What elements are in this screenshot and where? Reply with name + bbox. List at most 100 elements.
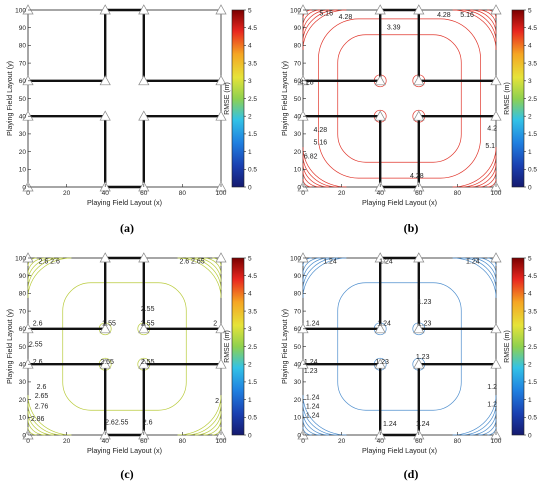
anchor-marker bbox=[22, 75, 34, 86]
contour-lines bbox=[302, 9, 497, 188]
anchor-marker bbox=[22, 323, 34, 334]
contour-arc bbox=[302, 9, 330, 34]
contour-arc bbox=[203, 419, 222, 436]
y-axis-label: Playing Field Layout (y) bbox=[5, 61, 14, 136]
colorbar-tick-label: 2 bbox=[528, 362, 532, 369]
anchor-marker bbox=[215, 110, 227, 121]
y-tick-label: 0 bbox=[22, 432, 26, 439]
y-tick-label: 100 bbox=[15, 7, 26, 14]
contour-label: 2.55 bbox=[102, 320, 116, 327]
x-tick-label: 80 bbox=[179, 438, 187, 445]
y-tick-label: 10 bbox=[294, 415, 302, 422]
contour-arc bbox=[302, 163, 330, 188]
y-tick-label: 80 bbox=[294, 291, 302, 298]
anchor-marker bbox=[297, 323, 309, 334]
y-tick-label: 80 bbox=[294, 43, 302, 50]
colorbar-tick-label: 1.5 bbox=[528, 131, 537, 138]
contour-arc bbox=[302, 419, 321, 436]
contour-label: 5.1 bbox=[485, 143, 495, 150]
contour-arc bbox=[469, 257, 497, 282]
contour-label: 4.28 bbox=[300, 79, 314, 86]
y-tick-label: 10 bbox=[19, 415, 27, 422]
y-tick-label: 0 bbox=[297, 432, 301, 439]
contour-arc bbox=[478, 257, 497, 274]
colorbar-tick-label: 2.5 bbox=[248, 344, 257, 351]
y-tick-label: 60 bbox=[19, 326, 27, 333]
x-tick-label: 40 bbox=[377, 190, 385, 197]
y-tick-label: 0 bbox=[297, 184, 301, 191]
contour-label: 1.23 bbox=[416, 354, 430, 361]
x-tick-label: 0 bbox=[26, 438, 30, 445]
contour-arc bbox=[194, 411, 222, 436]
contour-label: 1.24 bbox=[379, 258, 393, 265]
contour-arc bbox=[452, 257, 497, 298]
contour-arc bbox=[478, 419, 497, 436]
colorbar-tick-label: 3.5 bbox=[248, 60, 257, 67]
colorbar-tick-label: 3 bbox=[528, 326, 532, 333]
colorbar bbox=[231, 9, 245, 188]
colorbar-tick-label: 5 bbox=[248, 7, 252, 14]
contour-arc bbox=[186, 257, 222, 290]
y-tick-label: 70 bbox=[19, 308, 27, 315]
contour-arc bbox=[469, 9, 497, 34]
anchor-marker bbox=[215, 252, 227, 263]
anchor-marker bbox=[490, 252, 502, 263]
contour-arc bbox=[461, 257, 497, 290]
contour-label: 2.6 bbox=[39, 258, 49, 265]
y-tick-label: 70 bbox=[19, 60, 27, 67]
y-tick-label: 40 bbox=[294, 362, 302, 369]
panel-caption: (d) bbox=[404, 467, 419, 481]
colorbar bbox=[511, 9, 525, 188]
contour-arc bbox=[194, 257, 222, 282]
contour-label: 4.28 bbox=[339, 14, 353, 21]
anchor-marker bbox=[297, 252, 309, 263]
contour-label: 5.16 bbox=[460, 12, 474, 19]
panel-a: 0 20 40 60 80 1000102030405060708090100Playin… bbox=[5, 4, 257, 235]
contour-label: 2.62.55 bbox=[105, 419, 128, 426]
anchor-marker bbox=[22, 358, 34, 369]
contour-label: 2.55 bbox=[141, 306, 155, 313]
colorbar-tick-label: 3 bbox=[248, 326, 252, 333]
x-tick-label: 100 bbox=[216, 438, 227, 445]
y-tick-label: 50 bbox=[294, 344, 302, 351]
colorbar-tick-label: 2 bbox=[248, 362, 252, 369]
colorbar-tick-label: 5 bbox=[248, 255, 252, 262]
y-tick-label: 80 bbox=[19, 291, 27, 298]
contour-arc bbox=[203, 257, 222, 274]
colorbar-tick-label: 4.5 bbox=[528, 25, 537, 32]
y-tick-label: 60 bbox=[294, 326, 302, 333]
x-tick-label: 40 bbox=[377, 438, 385, 445]
panel-caption: (a) bbox=[120, 221, 134, 235]
anchor-marker bbox=[490, 75, 502, 86]
contour-ring bbox=[62, 282, 187, 411]
colorbar-tick-label: 4 bbox=[528, 291, 532, 298]
y-tick-label: 40 bbox=[19, 114, 27, 121]
x-tick-label: 100 bbox=[491, 438, 502, 445]
colorbar-tick-label: 0 bbox=[528, 432, 532, 439]
contour-label: 1.23 bbox=[375, 359, 389, 366]
colorbar-tick-label: 1 bbox=[528, 397, 532, 404]
colorbar bbox=[511, 257, 525, 436]
y-tick-label: 30 bbox=[19, 131, 27, 138]
contour-arc bbox=[452, 147, 497, 188]
plot-area bbox=[27, 257, 222, 436]
anchor-marker bbox=[297, 110, 309, 121]
y-tick-label: 90 bbox=[19, 25, 27, 32]
colorbar-tick-label: 2 bbox=[528, 114, 532, 121]
y-tick-label: 40 bbox=[19, 362, 27, 369]
anchor-marker bbox=[99, 110, 111, 121]
contour-label: 2.76 bbox=[35, 403, 49, 410]
contour-label: 6.82 bbox=[304, 154, 318, 161]
y-tick-label: 60 bbox=[19, 78, 27, 85]
y-tick-label: 90 bbox=[19, 273, 27, 280]
colorbar-tick-label: 0 bbox=[248, 184, 252, 191]
contour-arc bbox=[461, 403, 497, 436]
colorbar-tick-label: 0 bbox=[248, 432, 252, 439]
panel-c: 2.6 2.6 2.6 2.652.552.6 2.55 2.55 22.552.6 2.55… bbox=[5, 252, 257, 481]
contour-arc bbox=[302, 9, 321, 26]
anchor-marker bbox=[413, 323, 425, 334]
anchor-marker bbox=[413, 358, 425, 369]
contour-ring bbox=[318, 18, 481, 179]
contour-arc bbox=[302, 395, 347, 436]
colorbar-tick-label: 5 bbox=[528, 255, 532, 262]
